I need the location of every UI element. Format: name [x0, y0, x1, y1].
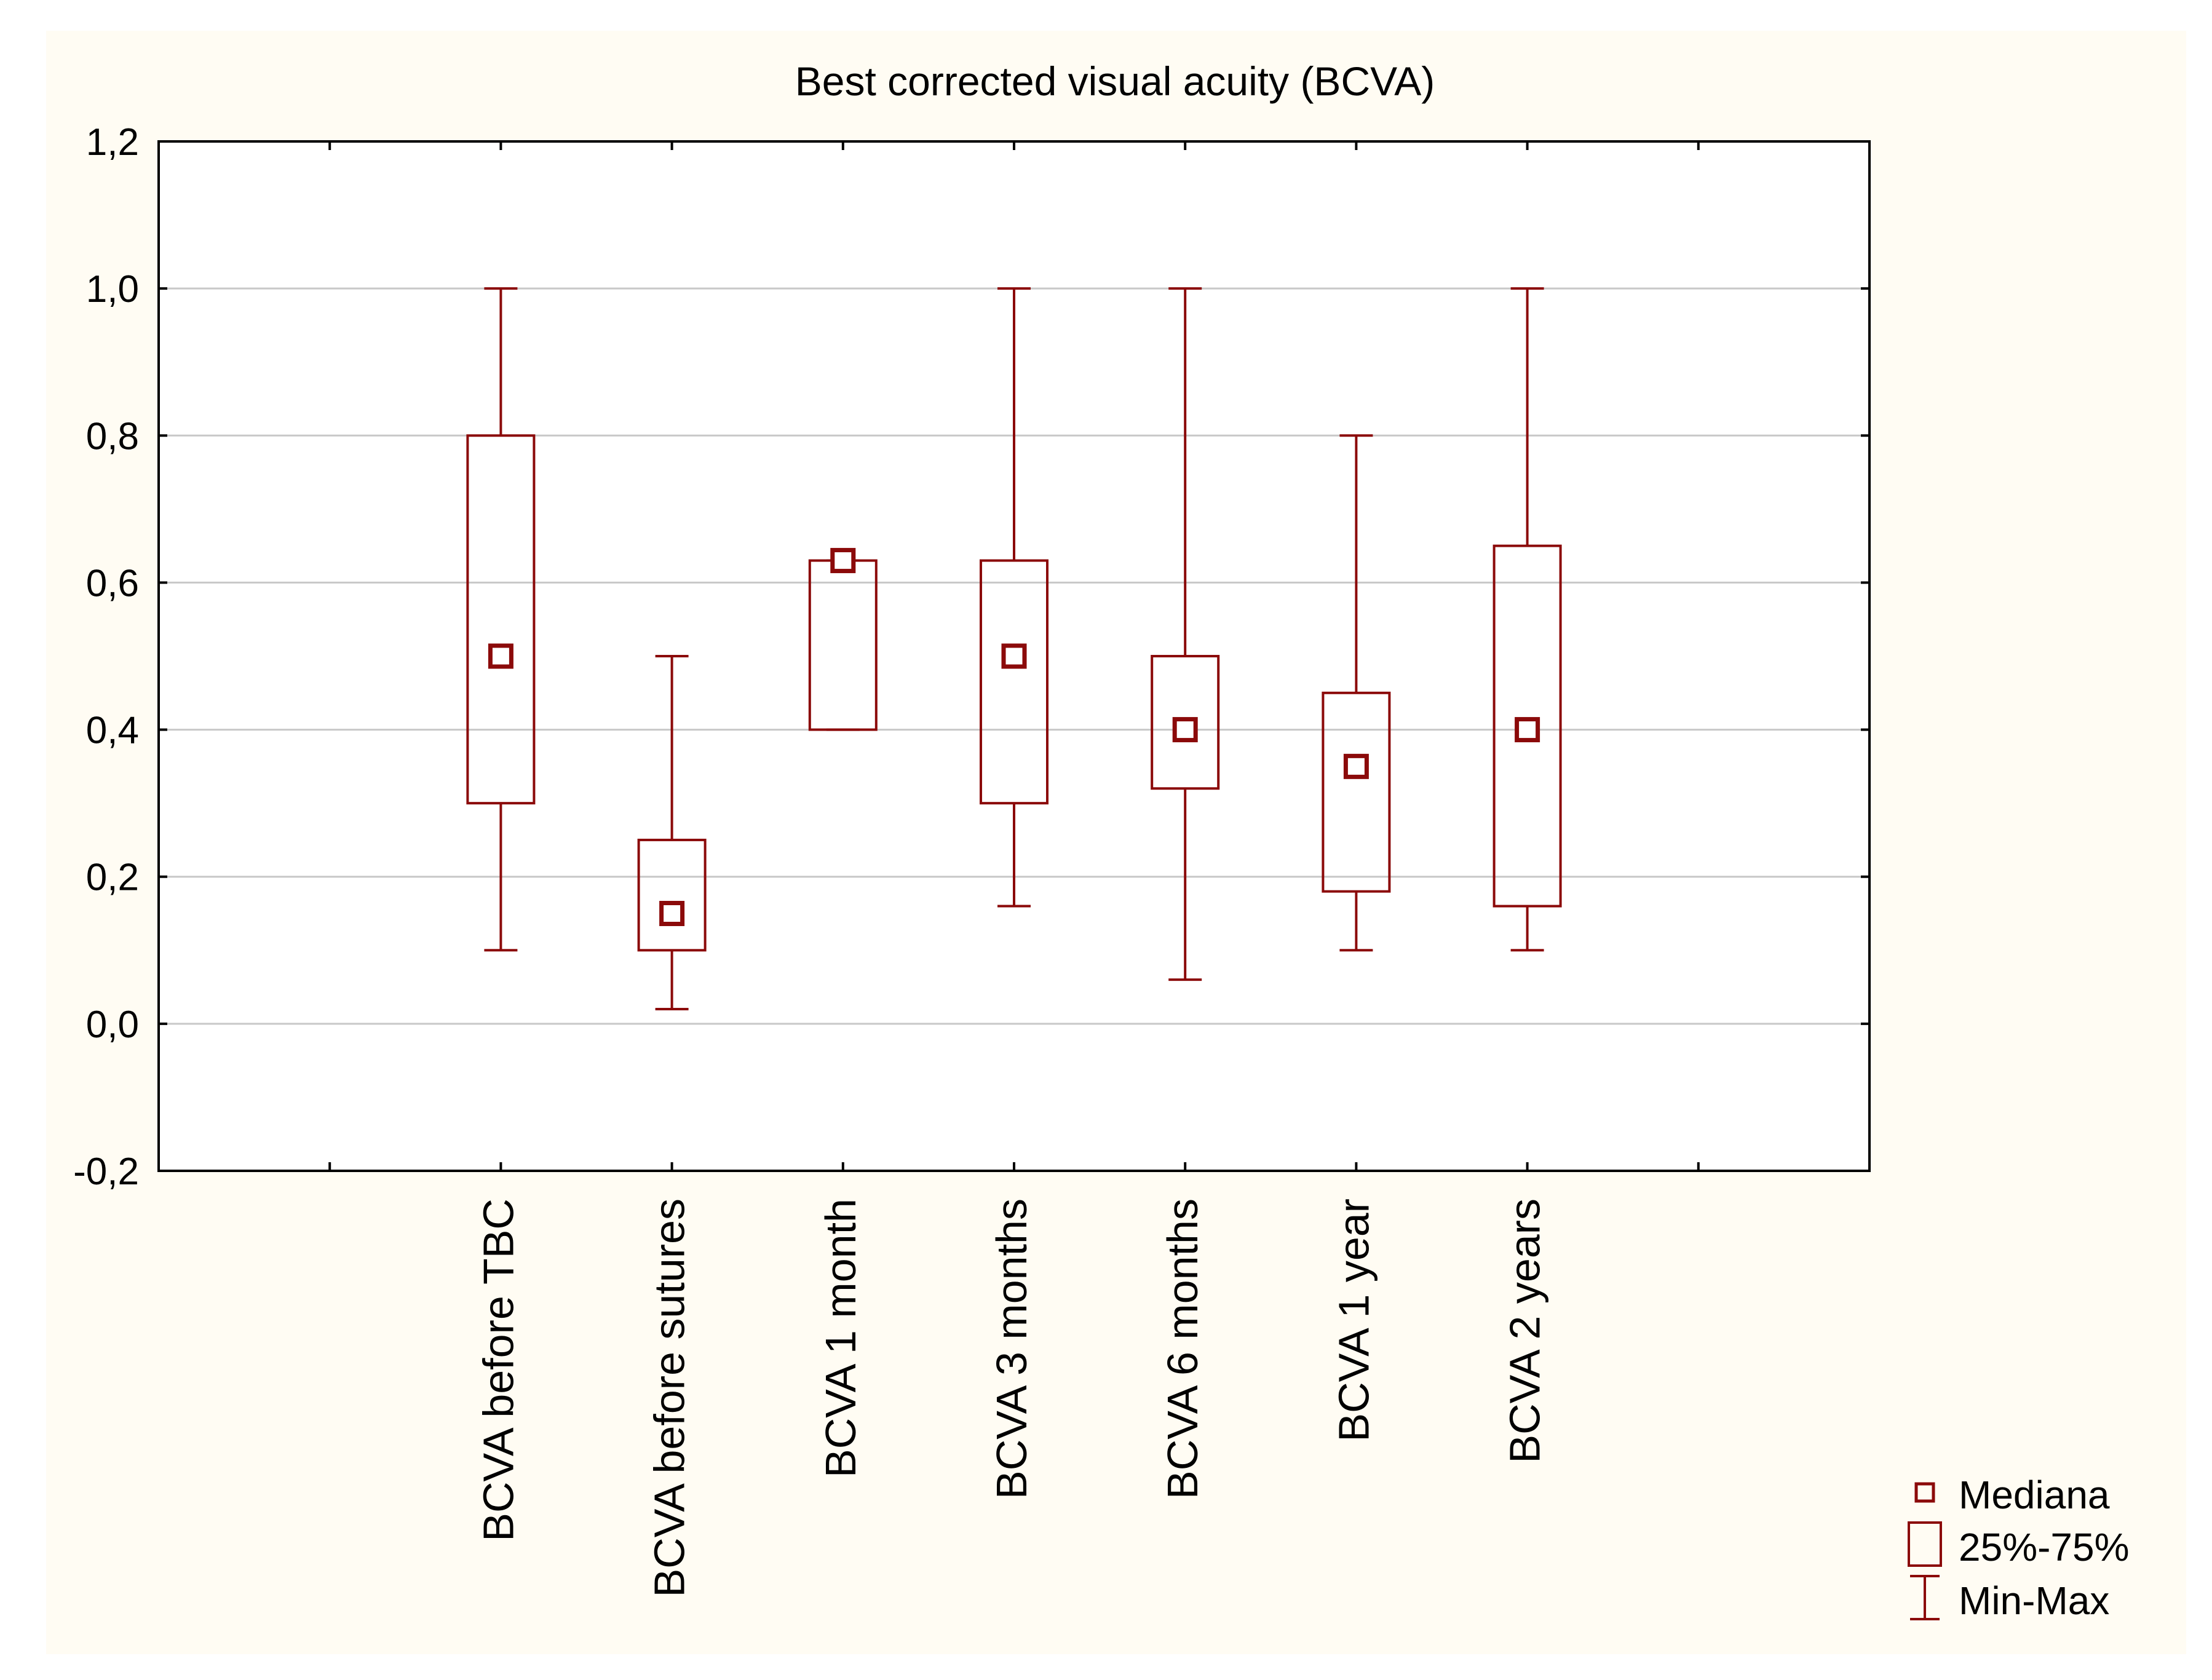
iqr-box — [980, 559, 1049, 805]
x-category-label: BCVA 1 month — [817, 1199, 865, 1478]
x-category-label: BCVA 2 years — [1501, 1199, 1549, 1464]
iqr-box — [1322, 691, 1391, 893]
iqr-box — [1151, 655, 1220, 790]
x-category-label: BCVA before sutures — [646, 1199, 694, 1598]
legend-item: 25%-75% — [1908, 1521, 2130, 1569]
x-category-label: BCVA 3 months — [988, 1199, 1036, 1499]
median-marker — [1515, 717, 1540, 743]
box-group — [466, 287, 536, 952]
median-marker — [1343, 753, 1369, 779]
legend-item: Min-Max — [1910, 1575, 2109, 1623]
y-tick-label: -0,2 — [73, 1151, 139, 1193]
y-tick-label: 0,6 — [86, 562, 139, 604]
chart-title: Best corrected visual acuity (BCVA) — [795, 58, 1435, 104]
box-series — [466, 287, 1562, 1010]
legend-median-icon — [1914, 1482, 1935, 1503]
box-group — [637, 655, 707, 1010]
box-group — [1151, 287, 1220, 981]
median-marker — [1001, 643, 1027, 669]
legend-label: 25%-75% — [1959, 1525, 2130, 1569]
y-tick-label: 1,2 — [86, 121, 139, 164]
median-marker — [830, 548, 856, 574]
y-tick-label: 1,0 — [86, 268, 139, 311]
box-group — [980, 287, 1049, 908]
x-category-label: BCVA before TBC — [474, 1199, 522, 1542]
median-marker — [1172, 717, 1198, 743]
median-marker — [659, 901, 685, 926]
median-marker — [488, 643, 513, 669]
legend: Mediana 25%-75% Min-Max — [1908, 1473, 2130, 1623]
x-category-label: BCVA 1 year — [1330, 1199, 1378, 1442]
y-tick-label: 0,8 — [86, 415, 139, 458]
x-category-label: BCVA 6 months — [1159, 1199, 1207, 1499]
iqr-box — [1493, 544, 1562, 908]
box-group — [1322, 434, 1391, 952]
y-tick-label: 0,4 — [86, 710, 139, 752]
legend-label: Mediana — [1959, 1473, 2110, 1517]
y-tick-label: 0,0 — [86, 1004, 139, 1046]
y-tick-label: 0,2 — [86, 857, 139, 899]
box-group — [1493, 287, 1562, 952]
legend-box-icon — [1908, 1521, 1942, 1567]
legend-label: Min-Max — [1959, 1579, 2109, 1623]
axes: -0,2 0,0 0,2 0,4 0,6 0,8 1,0 1,2 BCVA before TBC… — [73, 121, 1869, 1598]
iqr-box — [466, 434, 536, 805]
iqr-box — [637, 838, 707, 952]
legend-item: Mediana — [1914, 1473, 2110, 1517]
box-group — [808, 548, 878, 731]
